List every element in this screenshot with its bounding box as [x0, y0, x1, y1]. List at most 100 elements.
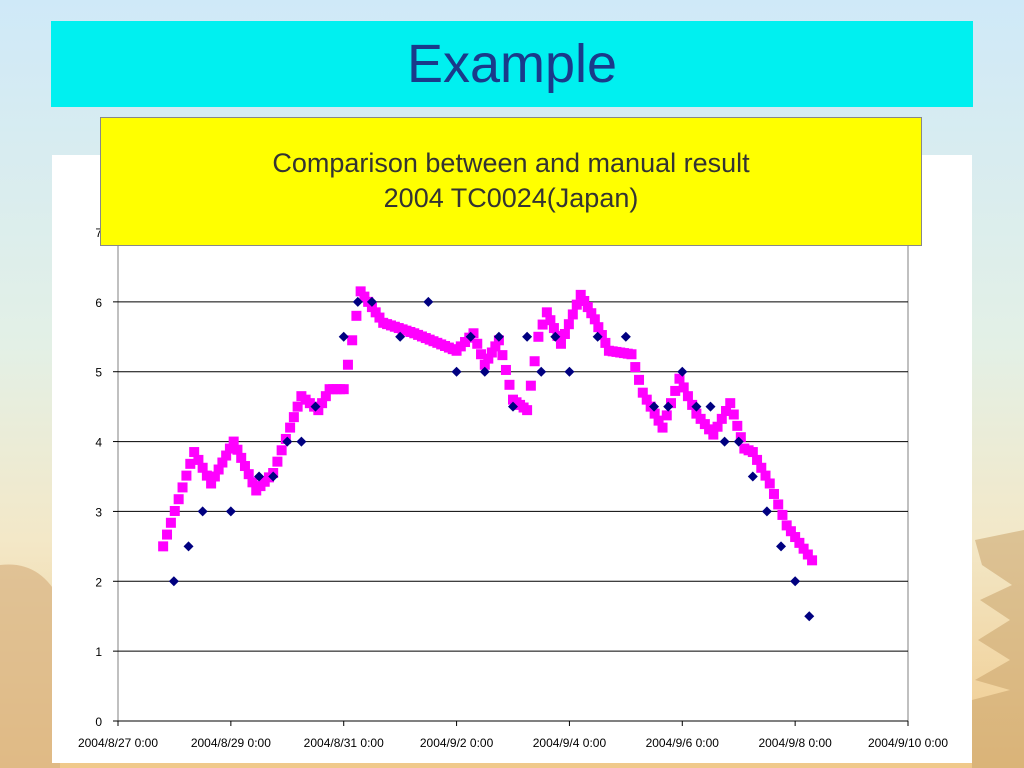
slide-title: Example	[406, 34, 618, 94]
chart-area: 0 1 2 3 4 5 6 7 2004/8/27 0:00 2004/8/29 0:00 2004…	[52, 155, 972, 763]
data-point-diamond	[366, 296, 377, 307]
data-point-diamond	[423, 296, 434, 307]
data-point-square	[728, 409, 739, 420]
y-tick-label: 5	[95, 366, 102, 380]
data-point-square	[185, 458, 196, 469]
data-point-square	[634, 374, 645, 385]
y-tick-label: 0	[95, 715, 102, 729]
data-point-square	[272, 456, 283, 467]
data-point-diamond	[719, 436, 730, 447]
data-point-square	[213, 464, 224, 475]
data-point-square	[292, 401, 303, 412]
x-tick-label: 2004/8/31 0:00	[304, 736, 384, 750]
data-point-square	[351, 310, 362, 321]
data-point-square	[355, 286, 366, 297]
data-point-diamond	[790, 576, 801, 587]
data-point-square	[228, 436, 239, 447]
data-point-diamond	[705, 401, 716, 412]
data-point-square	[687, 399, 698, 410]
data-point-diamond	[536, 366, 547, 377]
data-point-square	[773, 499, 784, 510]
data-point-square	[338, 384, 349, 395]
data-point-square	[221, 450, 232, 461]
data-point-diamond	[310, 401, 321, 412]
data-point-square	[206, 478, 217, 489]
data-point-square	[217, 457, 228, 468]
data-point-square	[768, 488, 779, 499]
data-point-square	[777, 509, 788, 520]
data-point-square	[798, 543, 809, 554]
data-point-square	[790, 532, 801, 543]
scatter-chart: 0 1 2 3 4 5 6 7 2004/8/27 0:00 2004/8/29 0:00 2004…	[78, 226, 948, 750]
data-point-diamond	[508, 401, 518, 412]
data-point-square	[276, 445, 287, 456]
data-point-square	[571, 299, 582, 310]
data-point-square	[537, 319, 548, 330]
data-point-diamond	[479, 366, 490, 377]
data-point-square	[563, 319, 574, 330]
data-point-diamond	[550, 331, 561, 342]
data-point-square	[586, 308, 597, 319]
data-point-square	[181, 470, 192, 481]
y-tick-label: 4	[95, 436, 102, 450]
data-point-square	[708, 429, 719, 440]
data-point-square	[670, 385, 681, 396]
data-point-square	[678, 382, 689, 393]
data-point-square	[704, 424, 715, 435]
data-point-diamond	[296, 436, 307, 447]
data-point-square	[486, 347, 497, 358]
data-point-square	[288, 412, 299, 423]
data-point-square	[802, 549, 813, 560]
data-point-diamond	[733, 436, 744, 447]
data-point-square	[732, 420, 743, 431]
data-point-square	[747, 447, 758, 458]
data-point-square	[243, 469, 254, 480]
data-point-square	[545, 315, 556, 326]
data-point-square	[575, 289, 586, 300]
data-point-square	[691, 408, 702, 419]
data-point-square	[579, 295, 590, 306]
data-point-square	[197, 462, 208, 473]
data-point-diamond	[451, 366, 462, 377]
data-point-square	[630, 362, 641, 373]
caption-box: Comparison between and manual result 200…	[100, 117, 922, 246]
data-point-square	[541, 307, 552, 318]
data-point-diamond	[282, 436, 293, 447]
data-point-square	[653, 415, 664, 426]
data-point-square	[596, 330, 607, 341]
data-point-square	[232, 444, 243, 455]
data-point-diamond	[663, 401, 674, 412]
data-point-diamond	[677, 366, 688, 377]
x-tick-label: 2004/8/29 0:00	[191, 736, 271, 750]
data-point-diamond	[747, 471, 758, 482]
y-tick-label: 1	[95, 645, 102, 659]
data-point-square	[483, 353, 494, 364]
data-point-square	[725, 398, 736, 409]
data-point-diamond	[465, 331, 476, 342]
data-point-square	[756, 462, 767, 473]
data-point-square	[472, 338, 483, 349]
x-tick-label: 2004/9/8 0:00	[758, 736, 832, 750]
data-point-square	[239, 461, 250, 472]
data-point-square	[468, 328, 479, 339]
data-point-square	[177, 482, 188, 493]
data-point-square	[589, 314, 600, 325]
title-banner: Example	[51, 21, 973, 107]
data-point-square	[695, 413, 706, 424]
data-point-square	[370, 307, 381, 318]
caption-line-2: 2004 TC0024(Japan)	[383, 183, 639, 213]
data-point-square	[785, 526, 796, 537]
data-point-square	[236, 452, 247, 463]
data-point-diamond	[268, 471, 279, 482]
data-point-square	[247, 477, 258, 488]
data-point-diamond	[691, 401, 702, 412]
data-point-square	[173, 494, 184, 505]
data-point-square	[626, 349, 637, 360]
data-point-square	[666, 398, 676, 409]
mountain-silhouette	[0, 564, 60, 768]
data-point-square	[529, 356, 540, 367]
data-point-square	[320, 391, 331, 402]
data-point-diamond	[493, 331, 504, 342]
data-point-square	[735, 432, 746, 443]
